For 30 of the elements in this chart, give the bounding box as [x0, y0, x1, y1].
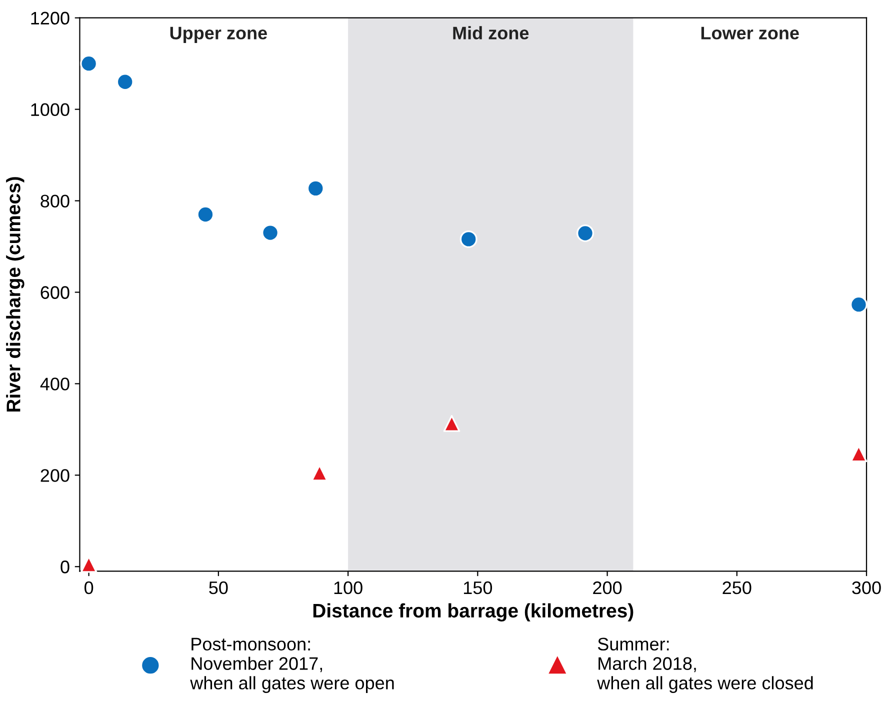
- x-tick-label: 250: [722, 581, 752, 594]
- x-tick-label: 150: [464, 581, 492, 594]
- y-tick-label: 0: [60, 560, 70, 574]
- y-tick-label: 400: [40, 378, 70, 390]
- x-tick-label: 100: [334, 581, 362, 594]
- point: [850, 296, 868, 314]
- x-tick-label: 50: [209, 581, 228, 594]
- point: [196, 206, 214, 224]
- y-tick-label: 1000: [31, 103, 70, 116]
- band-label: Mid zone: [453, 26, 529, 40]
- y-tick-label: 200: [40, 469, 70, 482]
- legend-label: Summer: March 2018, when all gates were closed: [597, 638, 813, 693]
- point: [116, 73, 134, 91]
- point: [576, 224, 594, 242]
- annotation: Lower zone: [701, 26, 799, 40]
- x-axis-title: Distance from barrage (kilometres): [313, 603, 634, 622]
- point: [306, 180, 324, 198]
- legend-label: Post-monsoon: November 2017, when all gates were open: [190, 638, 394, 693]
- point: [80, 54, 98, 72]
- x-tick-label: 200: [593, 581, 622, 594]
- y-tick-label: 1200: [31, 12, 70, 25]
- point: [262, 224, 280, 242]
- y-tick-label: 800: [40, 194, 70, 208]
- point: [443, 415, 460, 432]
- annotation: Upper zone: [170, 26, 267, 43]
- x-tick-label: 300: [852, 581, 881, 594]
- point: [460, 230, 478, 248]
- x-tick-label: 0: [84, 581, 94, 594]
- y-axis-title: River discharge (cumecs): [6, 177, 24, 412]
- y-tick-label: 600: [40, 286, 70, 299]
